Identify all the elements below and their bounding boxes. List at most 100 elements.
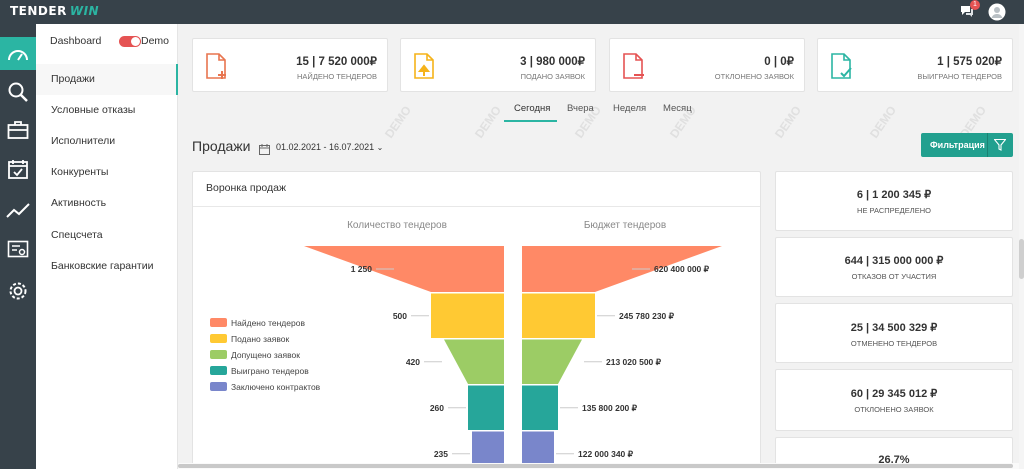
legend-label: Подано заявок [231,334,289,344]
legend-label: Выиграно тендеров [231,366,309,376]
nav-item-bank-guarantees[interactable]: Банковские гарантии [51,260,154,272]
page-title: Продажи [192,138,251,154]
stat-card-unassigned[interactable]: 6 | 1 200 345 ₽ НЕ РАСПРЕДЕЛЕНО [775,171,1013,231]
legend-label: Допущено заявок [231,350,300,360]
funnel-right-segment [522,385,558,430]
filter-divider [987,133,988,157]
notification-badge: 1 [970,0,980,10]
sub-navigation: Dashboard Demo Продажи Условные отказы И… [36,24,178,469]
legend-label: Найдено тендеров [231,318,305,328]
legend-swatch [210,334,227,343]
funnel-left-segment [444,339,504,384]
tab-today[interactable]: Сегодня [514,103,551,114]
filter-funnel-icon[interactable] [993,138,1007,153]
scrollbar-thumb[interactable] [1019,239,1024,279]
funnel-budget-label: 135 800 200 ₽ [582,403,638,413]
stat-value: 644 | 315 000 000 ₽ [844,255,944,267]
rail-dashboard-icon[interactable] [0,37,36,70]
tab-week[interactable]: Неделя [613,103,647,114]
funnel-right-segment [522,293,595,338]
file-check-icon [830,52,854,85]
scrollbar-thumb[interactable] [178,464,1013,468]
funnel-count-label: 260 [430,403,444,413]
date-range-picker[interactable]: 01.02.2021 - 16.07.2021 ⌄ [276,142,383,152]
active-tab-indicator [504,120,557,122]
demo-watermark: DEMO [381,103,415,141]
funnel-left-segment [304,246,504,292]
brand-logo[interactable]: TENDER WIN [10,4,99,18]
kpi-value: 3 | 980 000₽ [520,56,585,68]
file-add-icon [205,52,229,85]
funnel-count-label: 420 [406,357,420,367]
stat-label: НЕ РАСПРЕДЕЛЕНО [857,206,931,215]
kpi-card-submitted[interactable]: 3 | 980 000₽ ПОДАНО ЗАЯВОК [400,38,596,92]
funnel-budget-label: 620 400 000 ₽ [654,264,710,274]
legend-swatch [210,318,227,327]
stat-label: ОТКАЗОВ ОТ УЧАСТИЯ [851,272,937,281]
stat-label: ОТМЕНЕНО ТЕНДЕРОВ [850,339,938,348]
chat-icon[interactable] [959,3,975,24]
rail-search-icon[interactable] [0,77,36,107]
legend-swatch [210,366,227,375]
file-remove-icon [622,52,646,85]
funnel-budget-label: 245 780 230 ₽ [619,311,675,321]
nav-item-activity[interactable]: Активность [51,197,107,209]
rail-briefcase-icon[interactable] [0,115,36,145]
kpi-card-won[interactable]: 1 | 575 020₽ ВЫИГРАНО ТЕНДЕРОВ [817,38,1013,92]
demo-toggle-label: Demo [141,35,170,47]
funnel-left-segment [431,293,504,338]
kpi-label: НАЙДЕНО ТЕНДЕРОВ [297,72,377,81]
legend-swatch [210,382,227,391]
top-bar: TENDER WIN 1 [0,0,1024,24]
panel-title: Воронка продаж [206,182,287,194]
funnel-budget-label: 122 000 340 ₽ [578,449,634,459]
rail-certificate-icon[interactable] [0,235,36,265]
date-range-value: 01.02.2021 - 16.07.2021 [276,142,375,152]
kpi-value: 15 | 7 520 000₽ [296,56,377,68]
horizontal-scrollbar[interactable] [178,463,1019,469]
demo-toggle[interactable] [119,36,141,47]
kpi-value: 1 | 575 020₽ [937,56,1002,68]
stat-card-cancelled[interactable]: 25 | 34 500 329 ₽ ОТМЕНЕНО ТЕНДЕРОВ [775,303,1013,363]
demo-watermark: DEMO [471,103,505,141]
brand-logo-part1: TENDER [10,4,67,18]
funnel-right-title: Бюджет тендеров [584,220,666,231]
demo-watermark: DEMO [866,103,900,141]
brand-logo-part2: WIN [69,4,100,18]
rail-calendar-icon[interactable] [0,154,36,184]
funnel-right-segment [522,339,582,384]
stat-value: 60 | 29 345 012 ₽ [850,388,938,400]
kpi-card-rejected[interactable]: 0 | 0₽ ОТКЛОНЕНО ЗАЯВОК [609,38,805,92]
vertical-scrollbar[interactable] [1019,24,1024,469]
demo-watermark: DEMO [771,103,805,141]
funnel-left-segment [468,385,504,430]
nav-item-special-accounts[interactable]: Спецсчета [51,229,103,241]
kpi-label: ОТКЛОНЕНО ЗАЯВОК [714,72,794,81]
rail-settings-icon[interactable] [0,276,36,306]
dashboard-link[interactable]: Dashboard [50,35,102,47]
tab-month[interactable]: Месяц [663,103,692,114]
kpi-label: ВЫИГРАНО ТЕНДЕРОВ [917,72,1002,81]
stat-card-rejected[interactable]: 60 | 29 345 012 ₽ ОТКЛОНЕНО ЗАЯВОК [775,369,1013,431]
funnel-left-segment [472,431,504,469]
kpi-label: ПОДАНО ЗАЯВОК [520,72,585,81]
avatar[interactable] [988,3,1006,26]
panel-divider [193,206,760,207]
kpi-value: 0 | 0₽ [764,56,794,68]
legend-swatch [210,350,227,359]
funnel-budget-label: 213 020 500 ₽ [606,357,662,367]
nav-item-sales[interactable]: Продажи [36,64,178,95]
calendar-icon[interactable] [259,142,270,160]
tab-yesterday[interactable]: Вчера [567,103,594,114]
funnel-right-segment [522,431,554,469]
filter-button[interactable]: Фильтрация [921,133,1013,157]
kpi-card-found[interactable]: 15 | 7 520 000₽ НАЙДЕНО ТЕНДЕРОВ [192,38,388,92]
stat-card-refusals[interactable]: 644 | 315 000 000 ₽ ОТКАЗОВ ОТ УЧАСТИЯ [775,237,1013,297]
nav-item-executors[interactable]: Исполнители [51,135,116,147]
stat-value: 25 | 34 500 329 ₽ [850,322,938,334]
nav-item-competitors[interactable]: Конкуренты [51,166,109,178]
funnel-count-label: 1 250 [351,264,373,274]
nav-item-conditional-refusals[interactable]: Условные отказы [51,104,136,116]
sales-funnel-panel: Воронка продаж Количество тендеров Бюджет… [192,171,761,469]
rail-chart-icon[interactable] [0,195,36,225]
